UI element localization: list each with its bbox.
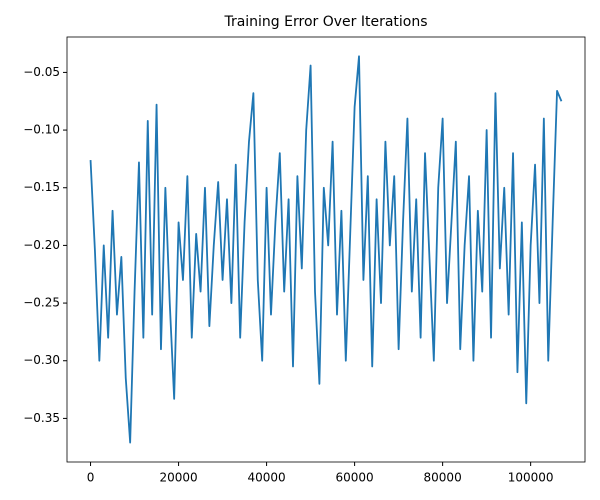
y-tick-label: −0.35: [23, 411, 60, 425]
plot-frame: [66, 36, 586, 463]
x-tick-label: 80000: [424, 471, 462, 485]
x-tick-label: 0: [87, 471, 95, 485]
y-tick-label: −0.15: [23, 180, 60, 194]
y-tick-label: −0.05: [23, 65, 60, 79]
chart-title: Training Error Over Iterations: [223, 14, 427, 30]
y-tick-label: −0.30: [23, 353, 60, 367]
x-tick-label: 40000: [247, 471, 285, 485]
x-tick-label: 100000: [508, 471, 554, 485]
x-tick-label: 20000: [159, 471, 197, 485]
data-line: [89, 55, 563, 444]
y-tick-label: −0.20: [23, 238, 60, 252]
x-tick-label: 60000: [336, 471, 374, 485]
y-tick-label: −0.10: [23, 123, 60, 137]
y-tick-label: −0.25: [23, 296, 60, 310]
